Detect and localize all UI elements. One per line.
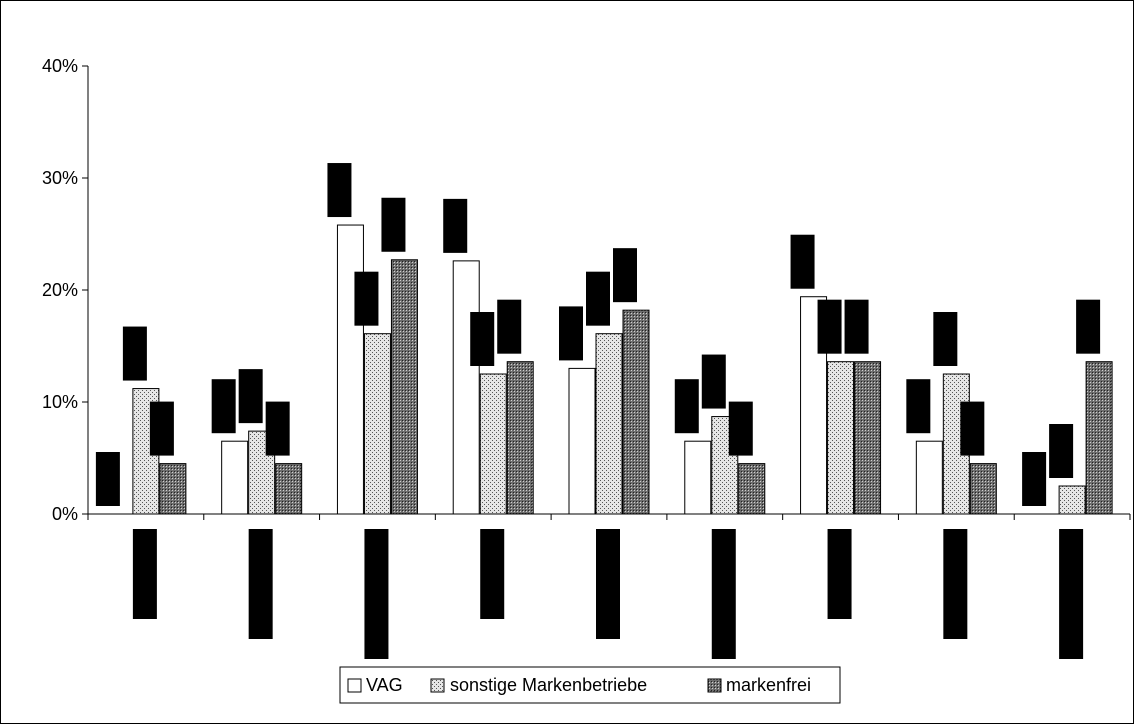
bar-vag bbox=[221, 440, 249, 515]
bar-sonstige bbox=[479, 373, 507, 515]
redacted-value-label bbox=[95, 452, 120, 506]
redacted-value-label bbox=[122, 326, 147, 381]
redacted-value-label bbox=[613, 248, 637, 303]
bar-vag bbox=[684, 440, 712, 515]
redacted-category-label bbox=[132, 529, 157, 619]
legend-swatch-sonstige bbox=[430, 678, 445, 693]
y-tick-label: 0% bbox=[52, 504, 78, 524]
redacted-value-label bbox=[790, 234, 815, 289]
y-tick-label: 10% bbox=[42, 392, 78, 412]
bar-sonstige bbox=[1058, 485, 1086, 515]
redacted-value-label bbox=[586, 271, 610, 326]
redacted-value-label bbox=[906, 379, 931, 434]
bar-vag bbox=[568, 367, 596, 515]
redacted-value-label bbox=[238, 369, 263, 424]
redacted-value-label bbox=[149, 401, 174, 456]
redacted-value-label bbox=[1022, 452, 1047, 506]
legend-box bbox=[339, 666, 841, 704]
bar-sonstige bbox=[827, 361, 855, 515]
legend: VAG sonstige Markenbetriebe markenfrei bbox=[339, 666, 841, 704]
y-tick-label: 40% bbox=[42, 56, 78, 76]
bar-sonstige bbox=[595, 333, 623, 515]
redaction-blocks bbox=[95, 163, 1101, 659]
legend-swatch-vag bbox=[347, 678, 362, 693]
bar-sonstige bbox=[363, 333, 391, 515]
bar-vag bbox=[915, 440, 943, 515]
bar-markenfrei bbox=[622, 309, 650, 515]
redacted-value-label bbox=[470, 312, 495, 366]
redacted-value-label bbox=[674, 379, 699, 434]
y-axis-ticks: 0% 10% 20% 30% 40% bbox=[42, 56, 88, 524]
redacted-value-label bbox=[443, 198, 468, 253]
redacted-value-label bbox=[1076, 299, 1101, 354]
bar-markenfrei bbox=[854, 361, 882, 515]
bar-markenfrei bbox=[738, 463, 766, 515]
bar-vag bbox=[452, 260, 480, 515]
redacted-category-label bbox=[711, 529, 736, 659]
redacted-category-label bbox=[596, 529, 620, 639]
redacted-value-label bbox=[265, 401, 290, 456]
redacted-category-label bbox=[364, 529, 389, 659]
redacted-category-label bbox=[827, 529, 852, 619]
bar-markenfrei bbox=[969, 463, 997, 515]
legend-label-vag: VAG bbox=[366, 675, 403, 695]
redacted-value-label bbox=[844, 299, 869, 354]
bar-markenfrei bbox=[159, 463, 187, 515]
redacted-value-label bbox=[960, 401, 985, 456]
redacted-category-label bbox=[248, 529, 273, 639]
bar-markenfrei bbox=[506, 361, 534, 515]
redacted-category-label bbox=[480, 529, 505, 619]
legend-label-markenfrei: markenfrei bbox=[726, 675, 811, 695]
redacted-value-label bbox=[933, 312, 958, 366]
y-tick-label: 30% bbox=[42, 168, 78, 188]
bar-markenfrei bbox=[275, 463, 303, 515]
bar-markenfrei bbox=[1085, 361, 1113, 515]
redacted-category-label bbox=[943, 529, 968, 639]
redacted-value-label bbox=[354, 271, 379, 326]
redacted-value-label bbox=[1049, 424, 1074, 478]
redacted-value-label bbox=[497, 299, 522, 354]
redacted-value-label bbox=[211, 379, 236, 434]
redacted-value-label bbox=[327, 163, 352, 218]
bar-markenfrei bbox=[390, 259, 418, 515]
x-axis-ticks bbox=[87, 514, 1131, 520]
redacted-value-label bbox=[559, 306, 583, 361]
y-tick-label: 20% bbox=[42, 280, 78, 300]
bar-vag bbox=[336, 224, 364, 515]
redacted-category-label bbox=[1059, 529, 1084, 659]
legend-swatch-markenfrei bbox=[707, 678, 722, 693]
legend-label-sonstige: sonstige Markenbetriebe bbox=[450, 675, 647, 695]
redacted-value-label bbox=[701, 354, 726, 409]
redacted-value-label bbox=[381, 197, 406, 252]
redacted-value-label bbox=[817, 299, 842, 354]
redacted-value-label bbox=[728, 401, 753, 456]
